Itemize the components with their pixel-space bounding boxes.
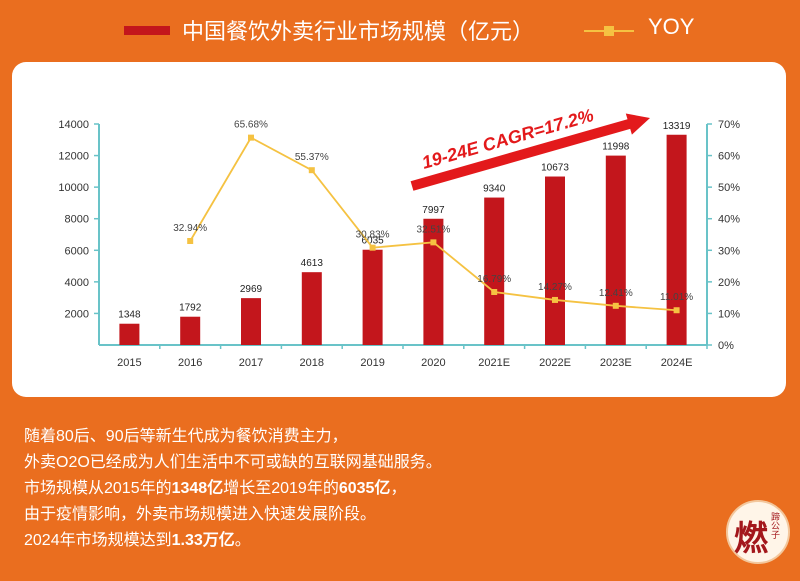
desc-line-4: 由于疫情影响，外卖市场规模进入快速发展阶段。 xyxy=(24,506,377,523)
yoy-value-label: 14.27% xyxy=(538,282,572,293)
logo-glyph: 燃 xyxy=(734,519,768,559)
bar xyxy=(119,323,140,345)
x-tick-label: 2022E xyxy=(539,357,571,369)
bar-value-label: 6035 xyxy=(361,236,384,247)
bar-value-label: 1792 xyxy=(179,303,202,314)
desc-line-3-e: ， xyxy=(390,480,407,497)
market-size-chart: 2000 4000 6000 8000 10000 12000 14000 0% 10% 20% 3… xyxy=(58,105,740,369)
yoy-line-series: 32.94% 65.68% 55.37% 30.83% 32.51% 16.79% 14.2… xyxy=(173,120,693,314)
desc-line-5-a: 2024年市场规模达到 xyxy=(24,532,172,549)
legend-bar-swatch xyxy=(124,26,170,35)
x-tick-label: 2018 xyxy=(300,357,324,369)
bar xyxy=(484,197,505,345)
bar xyxy=(180,316,201,345)
right-tick-label: 50% xyxy=(718,182,740,194)
x-tick-label: 2019 xyxy=(360,357,384,369)
logo-name: 蹄公子 xyxy=(770,512,780,539)
yoy-point xyxy=(673,307,680,314)
bars: 1348 1792 2969 4613 6035 7997 9340 10673 11998 13… xyxy=(118,121,691,345)
x-tick-label: 2015 xyxy=(117,357,141,369)
legend-yoy-label: YOY xyxy=(648,14,695,39)
bar-value-label: 13319 xyxy=(663,121,691,132)
bar xyxy=(423,218,444,345)
yoy-point xyxy=(430,239,437,246)
yoy-value-label: 30.83% xyxy=(356,230,390,241)
brand-logo: 燃 蹄公子 xyxy=(726,500,790,564)
bar-value-label: 2969 xyxy=(240,284,263,295)
yoy-point xyxy=(187,238,194,245)
yoy-value-label: 32.94% xyxy=(173,223,207,234)
left-tick-label: 2000 xyxy=(65,308,89,320)
axes: 2000 4000 6000 8000 10000 12000 14000 0% 10% 20% 3… xyxy=(58,119,740,369)
yoy-point xyxy=(552,296,558,303)
left-tick-label: 6000 xyxy=(65,245,89,257)
left-tick-label: 10000 xyxy=(58,182,89,194)
legend-bar-label: 中国餐饮外卖行业市场规模（亿元） xyxy=(182,19,535,44)
right-tick-label: 0% xyxy=(718,340,734,352)
bar xyxy=(301,272,322,345)
bar-value-label: 11998 xyxy=(602,142,630,153)
description: 随着80后、90后等新生代成为餐饮消费主力， 外卖O2O已经成为人们生活中不可或… xyxy=(24,424,664,554)
bar xyxy=(605,155,626,345)
value-2015: 1348亿 xyxy=(171,480,224,497)
yoy-point xyxy=(612,302,619,309)
right-tick-label: 70% xyxy=(718,119,740,131)
desc-line-3-c: 增长至2019年的 xyxy=(223,480,339,497)
x-tick-label: 2023E xyxy=(600,357,632,369)
yoy-point xyxy=(308,167,315,174)
yoy-value-label: 11.01% xyxy=(660,292,693,303)
right-tick-label: 60% xyxy=(718,151,740,163)
bar xyxy=(362,249,383,345)
bar-value-label: 1348 xyxy=(118,310,141,321)
x-tick-label: 2017 xyxy=(239,357,263,369)
value-2024: 1.33万亿 xyxy=(171,532,235,549)
bar xyxy=(241,298,261,345)
left-tick-label: 12000 xyxy=(58,151,89,163)
yoy-point xyxy=(491,288,498,295)
bar xyxy=(545,176,565,345)
desc-line-3: 市场规模从2015年的1348亿增长至2019年的6035亿， xyxy=(24,476,664,502)
x-tick-label: 2021E xyxy=(478,357,510,369)
desc-line-1: 随着80后、90后等新生代成为餐饮消费主力， xyxy=(24,428,348,445)
chart-panel: 2000 4000 6000 8000 10000 12000 14000 0% 10% 20% 3… xyxy=(12,62,786,397)
yoy-value-label: 65.68% xyxy=(234,120,268,131)
bar-value-label: 4613 xyxy=(301,258,324,269)
yoy-value-label: 55.37% xyxy=(295,152,329,163)
yoy-point xyxy=(369,244,376,251)
yoy-value-label: 16.79% xyxy=(477,274,511,285)
right-tick-label: 40% xyxy=(718,214,740,226)
bar-value-label: 7997 xyxy=(422,205,445,216)
cagr-arrow-shape xyxy=(410,113,650,191)
left-tick-label: 8000 xyxy=(65,214,89,226)
left-tick-label: 14000 xyxy=(58,119,89,131)
right-tick-label: 20% xyxy=(718,277,740,289)
x-tick-label: 2020 xyxy=(421,357,445,369)
chart-legend: 中国餐饮外卖行业市场规模（亿元） YOY xyxy=(0,0,800,58)
yoy-value-label: 12.41% xyxy=(599,288,633,299)
desc-line-3-a: 市场规模从2015年的 xyxy=(24,480,172,497)
bar-value-label: 10673 xyxy=(541,163,569,174)
yoy-point xyxy=(248,134,254,141)
bar xyxy=(666,134,687,345)
x-tick-label: 2016 xyxy=(178,357,202,369)
left-tick-label: 4000 xyxy=(65,277,89,289)
x-tick-label: 2024E xyxy=(661,357,693,369)
right-tick-label: 30% xyxy=(718,245,740,257)
desc-line-2: 外卖O2O已经成为人们生活中不可或缺的互联网基础服务。 xyxy=(24,454,442,471)
right-tick-label: 10% xyxy=(718,308,740,320)
desc-line-5: 2024年市场规模达到1.33万亿。 xyxy=(24,528,664,554)
value-2019: 6035亿 xyxy=(338,480,391,497)
desc-line-5-c: 。 xyxy=(234,532,251,549)
legend-yoy-marker xyxy=(604,26,614,36)
yoy-value-label: 32.51% xyxy=(416,224,450,235)
bar-value-label: 9340 xyxy=(483,184,506,195)
